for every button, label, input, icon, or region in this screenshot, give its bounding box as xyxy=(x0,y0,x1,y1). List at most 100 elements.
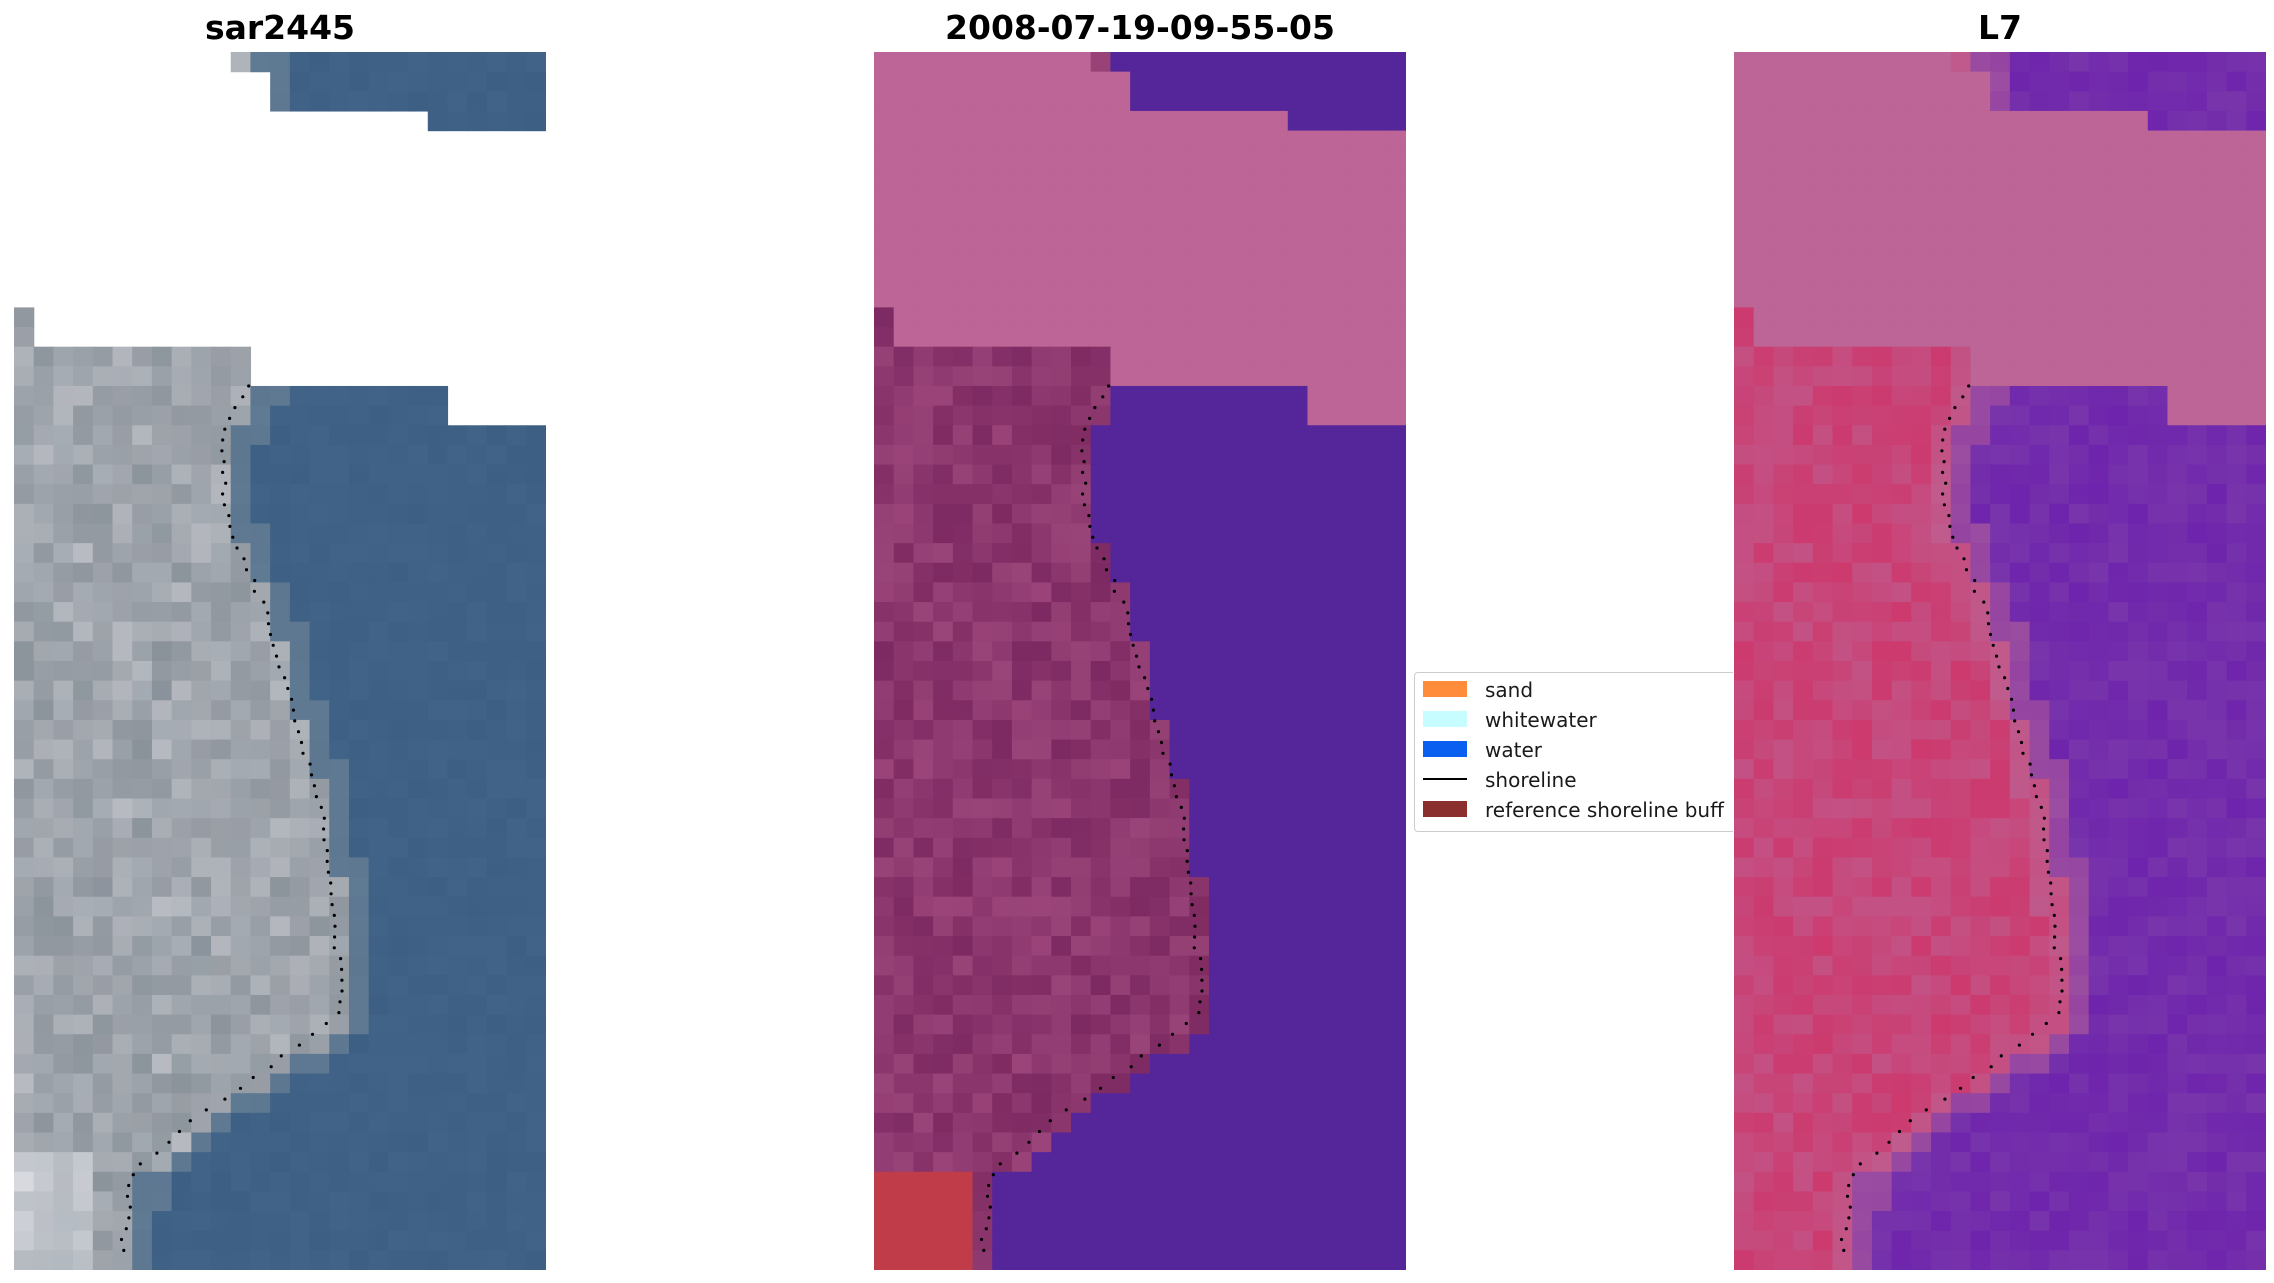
pixel-cell xyxy=(289,857,311,878)
pixel-cell xyxy=(1149,1014,1171,1035)
pixel-cell xyxy=(1950,71,1972,92)
pixel-cell xyxy=(368,1230,389,1251)
pixel-cell xyxy=(933,248,954,269)
pixel-cell xyxy=(2049,798,2070,819)
shoreline-point xyxy=(279,1054,283,1058)
pixel-cell xyxy=(2147,582,2169,603)
pixel-cell xyxy=(1734,543,1755,564)
pixel-cell xyxy=(2009,936,2031,957)
pixel-cell xyxy=(1287,818,1309,839)
pixel-cell xyxy=(2187,621,2208,642)
pixel-cell xyxy=(1248,857,1269,878)
pixel-cell xyxy=(992,700,1013,721)
pixel-cell xyxy=(2108,1171,2129,1193)
pixel-cell xyxy=(1950,955,1972,976)
pixel-cell xyxy=(112,464,133,485)
pixel-cell xyxy=(1852,661,1873,682)
pixel-cell xyxy=(2226,52,2247,73)
pixel-cell xyxy=(1871,602,1893,623)
pixel-cell xyxy=(270,759,291,780)
pixel-cell xyxy=(348,896,370,917)
pixel-cell xyxy=(289,739,311,760)
pixel-cell xyxy=(1753,896,1774,917)
pixel-cell xyxy=(1071,189,1092,210)
pixel-cell xyxy=(1130,994,1151,1016)
pixel-cell xyxy=(1734,268,1755,289)
pixel-cell xyxy=(1031,994,1052,1016)
pixel-cell xyxy=(73,739,94,760)
pixel-cell xyxy=(250,1132,271,1153)
pixel-cell xyxy=(2206,169,2228,191)
pixel-cell xyxy=(1208,71,1230,92)
pixel-cell xyxy=(1071,1073,1092,1094)
pixel-cell xyxy=(151,719,173,741)
pixel-cell xyxy=(2029,759,2050,780)
pixel-cell xyxy=(1366,1211,1387,1232)
pixel-cell xyxy=(1812,1171,1834,1193)
pixel-cell xyxy=(2068,71,2090,92)
shoreline-point xyxy=(2034,795,2038,799)
pixel-cell xyxy=(2167,366,2188,387)
pixel-cell xyxy=(73,936,94,957)
pixel-cell xyxy=(2226,837,2247,859)
pixel-cell xyxy=(1110,484,1131,505)
classified-image xyxy=(874,52,1406,1270)
pixel-cell xyxy=(1832,602,1853,623)
pixel-cell xyxy=(1346,778,1368,800)
pixel-cell xyxy=(1950,1053,1972,1075)
pixel-cell xyxy=(1327,975,1348,996)
pixel-cell xyxy=(2147,680,2169,701)
shoreline-point xyxy=(124,1227,128,1231)
pixel-cell xyxy=(1852,680,1873,701)
pixel-cell xyxy=(2187,189,2208,210)
pixel-cell xyxy=(2187,71,2208,92)
pixel-cell xyxy=(2128,209,2149,230)
pixel-cell xyxy=(1090,130,1112,151)
pixel-cell xyxy=(2029,1014,2050,1035)
pixel-cell xyxy=(952,307,974,328)
pixel-cell xyxy=(1248,503,1269,525)
pixel-cell xyxy=(1970,975,1991,996)
pixel-cell xyxy=(408,405,429,426)
pixel-cell xyxy=(2049,975,2070,996)
pixel-cell xyxy=(2068,248,2090,269)
pixel-cell xyxy=(2246,1073,2266,1094)
pixel-cell xyxy=(1793,975,1814,996)
pixel-cell xyxy=(1071,209,1092,230)
pixel-cell xyxy=(92,700,114,721)
pixel-cell xyxy=(1773,877,1794,898)
pixel-cell xyxy=(309,1014,330,1035)
pixel-cell xyxy=(2068,464,2090,485)
shoreline-point xyxy=(271,643,275,647)
pixel-cell xyxy=(1911,444,1932,466)
pixel-cell xyxy=(2128,1250,2149,1270)
pixel-cell xyxy=(1130,189,1151,210)
pixel-cell xyxy=(2246,936,2266,957)
pixel-cell xyxy=(1287,71,1309,92)
pixel-cell xyxy=(388,798,409,819)
pixel-cell xyxy=(1812,818,1834,839)
pixel-cell xyxy=(33,346,54,367)
pixel-cell xyxy=(1871,562,1893,584)
pixel-cell xyxy=(526,936,546,957)
pixel-cell xyxy=(1911,1132,1932,1153)
pixel-cell xyxy=(2147,1034,2169,1055)
pixel-cell xyxy=(913,700,934,721)
pixel-cell xyxy=(191,877,212,898)
shoreline-point xyxy=(332,913,336,918)
pixel-cell xyxy=(1734,327,1755,348)
pixel-cell xyxy=(952,955,974,976)
pixel-cell xyxy=(1051,1073,1072,1094)
pixel-cell xyxy=(972,896,993,917)
pixel-cell xyxy=(1228,680,1249,701)
pixel-cell xyxy=(952,1073,974,1094)
pixel-cell xyxy=(1852,1112,1873,1134)
pixel-cell xyxy=(526,621,546,642)
pixel-cell xyxy=(1208,307,1230,328)
pixel-cell xyxy=(2088,484,2109,505)
pixel-cell xyxy=(112,975,133,996)
pixel-cell xyxy=(191,661,212,682)
pixel-cell xyxy=(1734,621,1755,642)
shoreline-point xyxy=(340,989,344,993)
pixel-cell xyxy=(2049,71,2070,92)
